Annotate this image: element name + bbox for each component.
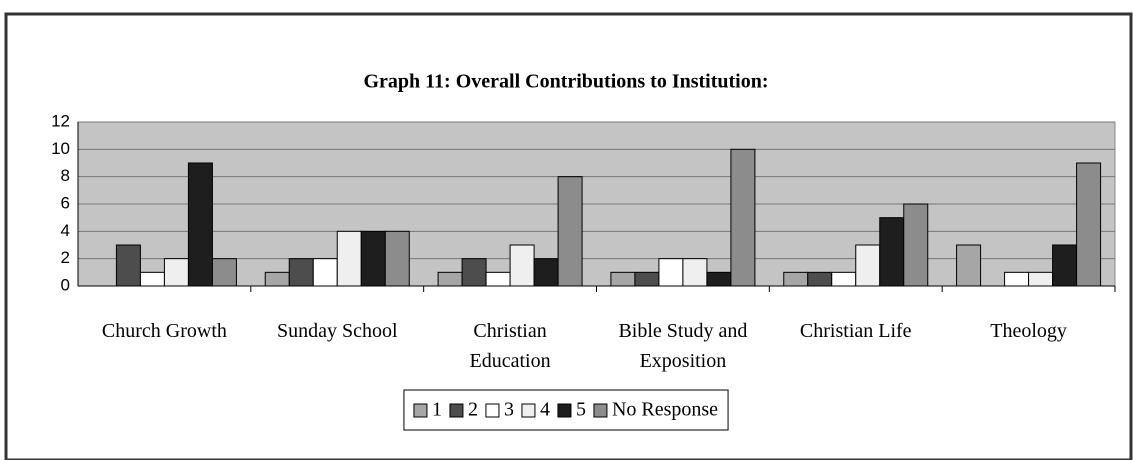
bar [610,271,636,287]
legend-swatch [557,403,572,418]
bar [783,271,809,287]
bar [312,258,338,287]
bar [634,271,660,287]
x-tick-label: Theology [990,320,1067,342]
bar [1052,244,1078,287]
legend-label: 5 [576,399,586,421]
bar [163,258,189,287]
bar [336,230,362,287]
y-tick-label: 0 [61,275,70,294]
bar [682,258,708,287]
y-tick-label: 10 [51,139,70,158]
bar [187,162,213,287]
bar [1076,162,1102,287]
legend: 1 2 3 4 5 No Response [403,389,729,431]
bar [855,244,881,287]
bar [903,203,929,287]
bar [658,258,684,287]
legend-swatch [521,403,536,418]
bar [1004,271,1030,287]
bar [509,244,535,287]
bar [211,258,237,287]
legend-swatch [449,403,464,418]
bar [485,271,511,287]
x-tick-label: Christian Life [799,320,912,342]
bar [879,217,905,287]
bar [384,230,410,287]
legend-label: 2 [468,399,478,421]
legend-swatch [485,403,500,418]
y-tick-label: 4 [61,221,70,240]
bar [831,271,857,287]
y-tick-label: 2 [61,248,70,267]
bar [807,271,833,287]
bar [706,271,732,287]
bar [533,258,559,287]
bar [730,148,756,287]
legend-swatch [413,403,428,418]
y-tick-label: 6 [61,193,70,212]
bar [360,230,386,287]
bar [461,258,487,287]
y-tick-label: 12 [51,111,70,130]
legend-label: 1 [432,399,442,421]
bar [557,176,583,287]
bar [956,244,982,287]
bar [1028,271,1054,287]
y-tick-label: 8 [61,166,70,185]
legend-swatch [593,403,608,418]
bar [115,244,141,287]
x-tick-label: Christian Education [469,320,551,372]
x-tick-label: Church Growth [101,320,227,342]
chart-title: Graph 11: Overall Contributions to Insti… [363,71,768,93]
x-tick-label: Bible Study and Exposition [618,320,748,372]
legend-label: 3 [504,399,514,421]
bar [437,271,463,287]
bar [264,271,290,287]
bar [288,258,314,287]
legend-label: 4 [540,399,550,421]
legend-label: No Response [612,399,718,421]
bar [139,271,165,287]
x-tick-label: Sunday School [276,320,398,342]
